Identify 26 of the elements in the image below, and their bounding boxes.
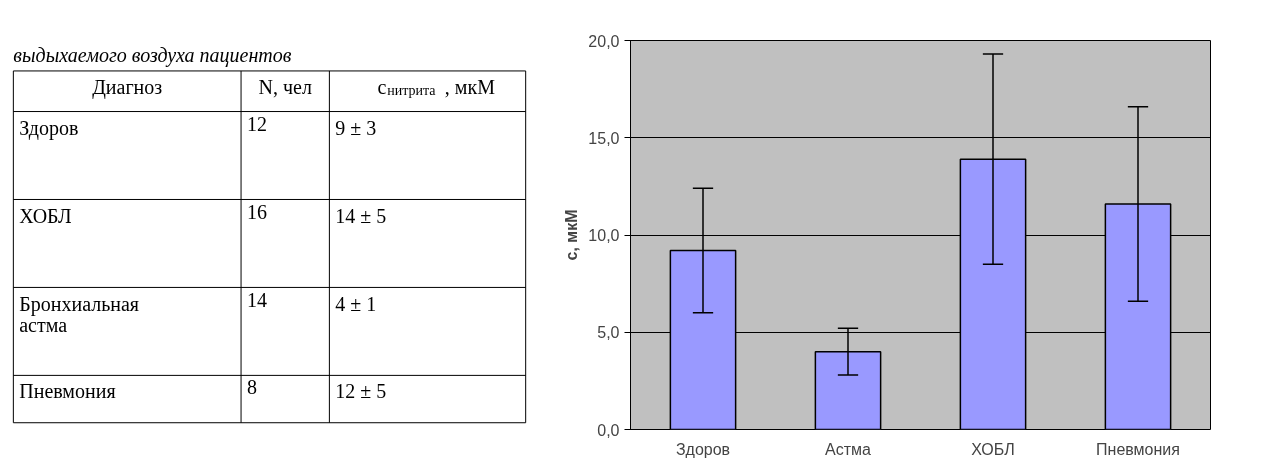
x-tick-label: Здоров (675, 440, 731, 458)
text: 12 ± 5 (335, 380, 387, 403)
text: выдыхаемого воздуха пациентов (13, 43, 292, 67)
text: Пневмония (19, 380, 116, 403)
text: 16 (246, 200, 267, 223)
x-tick-label: Астма (825, 440, 872, 458)
x-tick-label: ХОБЛ (971, 440, 1015, 458)
y-tick-label: 10,0 (588, 227, 620, 244)
text: 9 ± 3 (335, 116, 377, 139)
y-tick-label: 20,0 (588, 32, 620, 50)
x-tick-label: Пневмония (1096, 440, 1180, 458)
text: Здоров (19, 116, 79, 140)
text: 14 ± 5 (335, 204, 387, 227)
y-tick-label: 0,0 (597, 421, 620, 439)
text: ХОБЛ (19, 204, 72, 227)
text: 12 (246, 112, 267, 135)
y-axis-title: с, мкМ (563, 209, 581, 261)
text: 14 (246, 288, 267, 311)
text: 8 (246, 376, 257, 399)
y-tick-label: 15,0 (588, 129, 620, 147)
text: Бронхиальная астма (19, 292, 140, 337)
text: 4 ± 1 (335, 292, 377, 315)
text: N, чел (258, 76, 312, 99)
text: cнитрита, мкМ (377, 76, 496, 99)
y-tick-label: 5,0 (597, 324, 620, 342)
text: Диагноз (92, 76, 163, 100)
